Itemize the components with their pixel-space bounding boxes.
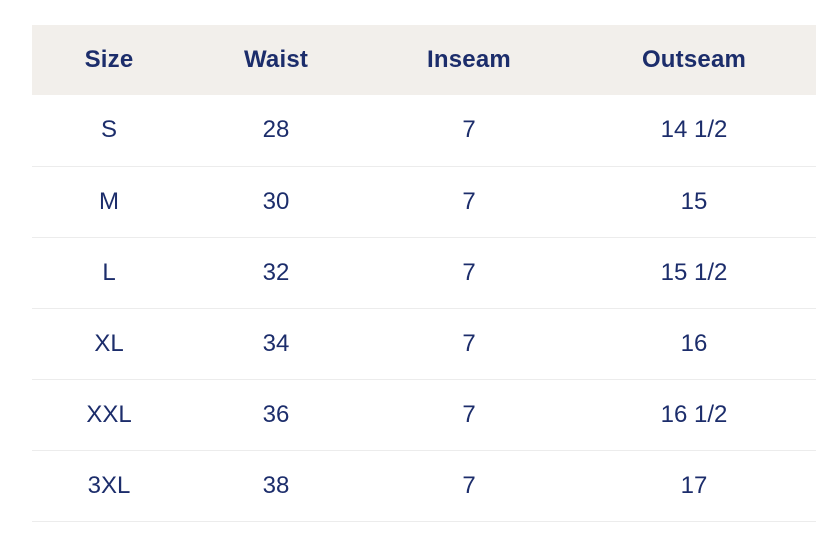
- size-chart-table: Size Waist Inseam Outseam S 28 7 14 1/2 …: [32, 25, 816, 522]
- column-header-inseam: Inseam: [366, 25, 572, 95]
- table-row-xxl: XXL 36 7 16 1/2: [32, 379, 816, 451]
- size-chart-container: Size Waist Inseam Outseam S 28 7 14 1/2 …: [32, 25, 816, 522]
- cell-outseam: 15 1/2: [572, 237, 816, 309]
- table-row-xl: XL 34 7 16: [32, 308, 816, 380]
- cell-size: 3XL: [32, 450, 186, 522]
- cell-waist: 36: [186, 379, 366, 451]
- cell-waist: 30: [186, 166, 366, 238]
- cell-size: S: [32, 95, 186, 167]
- table-row-m: M 30 7 15: [32, 166, 816, 238]
- table-row-l: L 32 7 15 1/2: [32, 237, 816, 309]
- cell-outseam: 17: [572, 450, 816, 522]
- cell-outseam: 16 1/2: [572, 379, 816, 451]
- table-row-s: S 28 7 14 1/2: [32, 95, 816, 167]
- cell-inseam: 7: [366, 450, 572, 522]
- cell-inseam: 7: [366, 308, 572, 380]
- cell-size: M: [32, 166, 186, 238]
- cell-inseam: 7: [366, 237, 572, 309]
- column-header-waist: Waist: [186, 25, 366, 95]
- cell-waist: 28: [186, 95, 366, 167]
- header-row: Size Waist Inseam Outseam: [32, 25, 816, 95]
- column-header-outseam: Outseam: [572, 25, 816, 95]
- cell-waist: 38: [186, 450, 366, 522]
- cell-outseam: 15: [572, 166, 816, 238]
- column-header-size: Size: [32, 25, 186, 95]
- cell-outseam: 16: [572, 308, 816, 380]
- cell-outseam: 14 1/2: [572, 95, 816, 167]
- table-row-3xl: 3XL 38 7 17: [32, 450, 816, 522]
- cell-inseam: 7: [366, 379, 572, 451]
- cell-inseam: 7: [366, 166, 572, 238]
- cell-size: XL: [32, 308, 186, 380]
- cell-size: L: [32, 237, 186, 309]
- cell-size: XXL: [32, 379, 186, 451]
- cell-waist: 34: [186, 308, 366, 380]
- cell-waist: 32: [186, 237, 366, 309]
- cell-inseam: 7: [366, 95, 572, 167]
